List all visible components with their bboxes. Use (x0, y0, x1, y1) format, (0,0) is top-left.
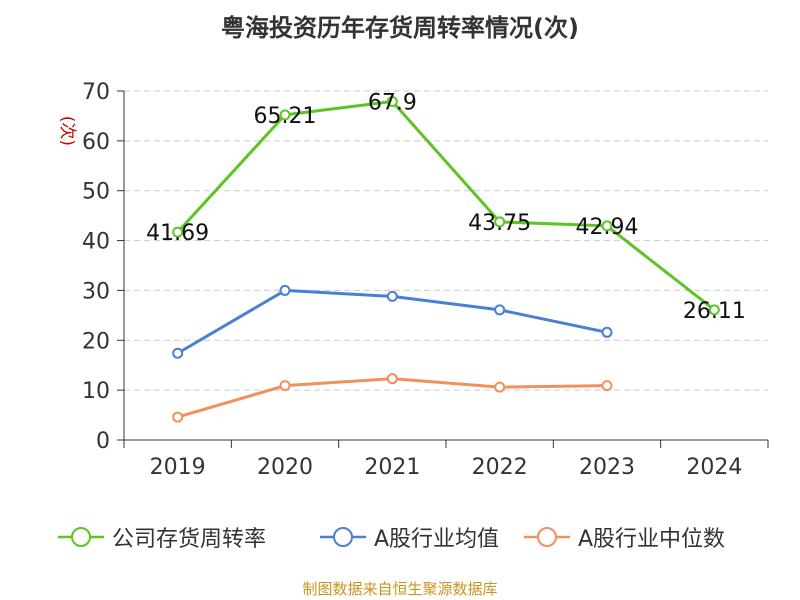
x-tick-label: 2020 (257, 455, 313, 480)
data-point-median (601, 380, 613, 392)
data-point-company (601, 220, 613, 232)
y-tick-label: 10 (82, 379, 110, 404)
legend-item-average[interactable]: A股行业均值 (320, 522, 499, 552)
legend-marker-median (524, 527, 570, 547)
data-point-average (172, 347, 184, 359)
chart-title: 粤海投资历年存货周转率情况(次) (221, 14, 579, 42)
data-label: 67.9 (368, 90, 417, 115)
data-point-average (386, 290, 398, 302)
data-label: 26.11 (683, 299, 746, 324)
data-point-company (172, 226, 184, 238)
legend-item-median[interactable]: A股行业中位数 (524, 522, 725, 552)
data-label: 65.21 (254, 104, 317, 129)
line-chart: 0 10 20 30 40 50 60 70 2019 2020 2021 2022 2023 2024 (… (57, 80, 769, 480)
x-tick-label: 2023 (579, 455, 635, 480)
data-point-average (279, 284, 291, 296)
data-point-median (172, 411, 184, 423)
legend-label-average: A股行业均值 (374, 527, 500, 552)
data-point-average (601, 326, 613, 338)
x-tick-label: 2019 (150, 455, 206, 480)
y-tick-label: 70 (82, 80, 110, 105)
legend-item-company[interactable]: 公司存货周转率 (58, 522, 266, 552)
data-point-company (279, 109, 291, 121)
legend-label-median: A股行业中位数 (578, 527, 726, 552)
legend-marker-company (58, 527, 104, 547)
data-label: 41.69 (146, 221, 209, 246)
data-label: 43.75 (468, 211, 531, 236)
y-tick-label: 50 (82, 180, 110, 205)
y-tick-label: 40 (82, 230, 110, 255)
data-label: 42.94 (576, 215, 639, 240)
series-line-median (177, 377, 608, 419)
data-point-median (386, 373, 398, 385)
legend: 公司存货周转率 A股行业均值 A股行业中位数 (0, 522, 800, 552)
x-tick-label: 2022 (472, 455, 528, 480)
x-tick-label: 2021 (364, 455, 420, 480)
x-tick-label: 2024 (686, 455, 742, 480)
legend-label-company: 公司存货周转率 (112, 527, 267, 552)
source-footer: 制图数据来自恒生聚源数据库 (302, 580, 498, 598)
data-point-company (708, 304, 720, 316)
legend-marker-average (320, 527, 366, 547)
data-point-company (494, 216, 506, 228)
y-tick-label: 20 (82, 329, 110, 354)
y-axis-label: (次) (57, 116, 77, 146)
data-point-median (494, 381, 506, 393)
y-tick-label: 60 (82, 130, 110, 155)
data-point-median (279, 380, 291, 392)
data-point-average (494, 304, 506, 316)
series-line-company (176, 99, 716, 312)
y-tick-label: 30 (82, 279, 110, 304)
y-tick-label: 0 (96, 429, 110, 454)
data-point-company (386, 95, 398, 107)
